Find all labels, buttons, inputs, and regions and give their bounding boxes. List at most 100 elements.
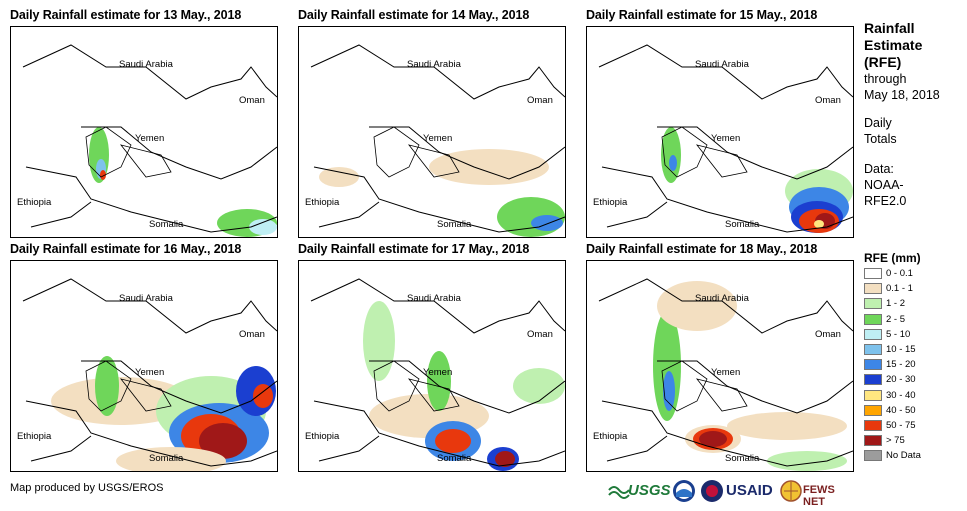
rainfall-patch: [661, 127, 681, 183]
legend-label: 0 - 0.1: [886, 268, 913, 279]
label-yemen: Yemen: [711, 367, 741, 378]
map-frame: Saudi Arabia Oman Yemen Ethiopia Somalia: [10, 260, 278, 472]
rainfall-patch: [253, 384, 273, 408]
legend-swatch: [864, 420, 882, 431]
legend-label: 0.1 - 1: [886, 283, 913, 295]
legend-item: 30 - 40: [864, 389, 916, 401]
map-frame: Saudi Arabia Oman Yemen Ethiopia Somalia: [298, 26, 566, 238]
label-oman: Oman: [527, 95, 553, 106]
side-through: through: [864, 72, 907, 86]
logo-strip: USGS USAID FEWS NET: [608, 479, 858, 508]
label-ethiopia: Ethiopia: [17, 197, 52, 208]
usgs-logo-image: [608, 486, 630, 499]
map-frame: Saudi Arabia Oman Yemen Ethiopia Somalia: [586, 260, 854, 472]
usgs-text: USGS: [628, 482, 671, 499]
side-title-1: Rainfall: [864, 20, 915, 36]
rainfall-patch: [727, 412, 847, 440]
rainfall-patch: [100, 170, 106, 180]
label-yemen: Yemen: [711, 133, 741, 144]
panel-title: Daily Rainfall estimate for 13 May., 201…: [10, 8, 242, 22]
yemen-governorates: [85, 360, 172, 412]
panel-title: Daily Rainfall estimate for 16 May., 201…: [10, 242, 242, 256]
label-ethiopia: Ethiopia: [305, 431, 340, 442]
rainfall-patch: [814, 220, 824, 228]
yemen-governorates: [661, 126, 748, 178]
legend-label: 15 - 20: [886, 359, 916, 371]
rainfall-patch: [663, 371, 675, 411]
label-somalia: Somalia: [725, 453, 760, 464]
legend-swatch: [864, 389, 882, 401]
label-somalia: Somalia: [149, 453, 184, 464]
legend-item: 1 - 2: [864, 298, 905, 310]
country-boundaries: [22, 278, 277, 467]
yemen-governorates: [373, 360, 460, 412]
label-oman: Oman: [815, 329, 841, 340]
legend-label: 2 - 5: [886, 313, 906, 325]
rainfall-patch: [199, 423, 247, 459]
rainfall-patch: [95, 356, 119, 416]
map-description: Rainfall Estimate (RFE) through May 18, …: [864, 20, 964, 209]
panel-title: Daily Rainfall estimate for 17 May., 201…: [298, 242, 530, 256]
map-frame: Saudi Arabia Oman Yemen Ethiopia Somalia: [298, 260, 566, 472]
legend-label: 40 - 50: [886, 404, 916, 416]
credit-text: Map produced by USGS/EROS: [10, 482, 164, 494]
rainfall-patch: [657, 281, 737, 331]
side-totals: Totals: [864, 132, 897, 146]
label-somalia: Somalia: [437, 219, 472, 230]
rainfall-map: [310, 44, 565, 237]
side-data-version: RFE2.0: [864, 194, 907, 208]
panel-16-may: Daily Rainfall estimate for 16 May., 201…: [10, 242, 290, 472]
legend-item: 40 - 50: [864, 404, 916, 416]
noaa-emblem: [673, 480, 695, 502]
usaid-logo: USAID: [700, 479, 778, 503]
legend-item: 15 - 20: [864, 359, 916, 371]
legend-swatch: [864, 374, 882, 386]
legend-label: > 75: [886, 435, 905, 447]
label-saudi-arabia: Saudi Arabia: [695, 59, 749, 70]
legend-item: 5 - 10: [864, 328, 910, 340]
country-boundaries: [22, 44, 277, 233]
rainfall-map: [22, 44, 277, 237]
panel-17-may: Daily Rainfall estimate for 17 May., 201…: [298, 242, 578, 472]
rainfall-patch: [249, 219, 277, 235]
legend-item: 50 - 75: [864, 420, 916, 431]
country-boundaries: [598, 278, 853, 467]
legend-swatch: [864, 359, 882, 371]
label-ethiopia: Ethiopia: [17, 431, 52, 442]
side-data-source: NOAA-: [864, 178, 904, 192]
rainfall-patch: [495, 451, 515, 467]
label-saudi-arabia: Saudi Arabia: [407, 59, 461, 70]
rainfall-patch: [427, 351, 451, 411]
rainfall-patch: [435, 429, 471, 453]
panel-title: Daily Rainfall estimate for 15 May., 201…: [586, 8, 818, 22]
legend-item: 20 - 30: [864, 374, 916, 386]
legend-item: 10 - 15: [864, 344, 916, 355]
legend-swatch: [864, 313, 882, 325]
label-saudi-arabia: Saudi Arabia: [119, 59, 173, 70]
rainfall-patch: [531, 215, 563, 231]
legend-swatch: [864, 268, 882, 279]
rainfall-map: [598, 278, 853, 471]
legend-label: 20 - 30: [886, 374, 916, 386]
legend-item: No Data: [864, 450, 921, 462]
label-saudi-arabia: Saudi Arabia: [407, 293, 461, 304]
side-title-3: (RFE): [864, 54, 902, 70]
country-boundaries: [310, 44, 565, 233]
label-ethiopia: Ethiopia: [593, 197, 628, 208]
fews-net-globe-icon: [780, 480, 802, 502]
rainfall-patch: [116, 447, 226, 471]
legend-swatch: [864, 450, 882, 462]
noaa-logo: [672, 479, 696, 503]
side-daily: Daily: [864, 116, 892, 130]
label-oman: Oman: [239, 95, 265, 106]
label-ethiopia: Ethiopia: [593, 431, 628, 442]
legend-swatch: [864, 344, 882, 355]
legend-title: RFE (mm): [864, 251, 921, 265]
rainfall-patch: [319, 167, 359, 187]
panel-13-may: Daily Rainfall estimate for 13 May., 201…: [10, 8, 290, 238]
yemen-governorates: [85, 126, 172, 178]
side-title-2: Estimate: [864, 37, 923, 53]
rainfall-map: [598, 44, 853, 233]
usgs-logo: USGS: [608, 479, 671, 503]
legend-swatch: [864, 328, 882, 340]
